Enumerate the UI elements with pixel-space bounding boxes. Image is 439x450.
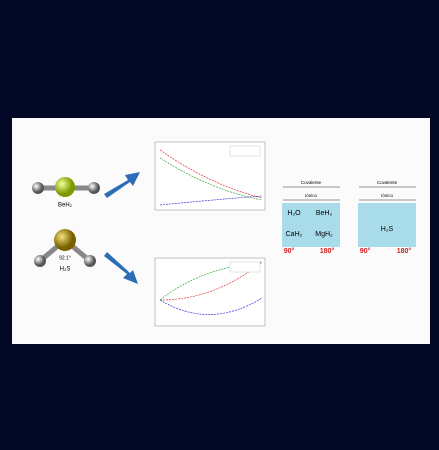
compound: CaH₂ (286, 231, 303, 238)
molecule-label: BeH₂ (58, 203, 73, 209)
angle-label: 180° (320, 247, 335, 255)
compound: MgH₂ (315, 231, 333, 238)
scale-label: Covalente (377, 180, 398, 185)
compound: BeH₂ (316, 210, 333, 217)
compound: H₂O (287, 210, 301, 217)
angle-label: 90° (284, 247, 295, 255)
angle-label: 90° (360, 247, 371, 255)
chart-thumbnail (155, 142, 265, 210)
chart-thumbnail (155, 258, 265, 326)
scale-label: Iónico (381, 193, 394, 198)
angle-label: 180° (397, 247, 412, 255)
graphical-abstract: BeH₂ 92.1° H₂S Covalente Iónico H₂O BeH₂… (0, 0, 439, 450)
page: BeH₂ 92.1° H₂S Covalente Iónico H₂O BeH₂… (0, 0, 439, 450)
angle-label: 92.1° (59, 255, 71, 261)
compound: H₂S (381, 226, 394, 233)
scale-label: Iónico (305, 193, 318, 198)
scale-label: Covalente (301, 180, 322, 185)
molecule-label: H₂S (60, 267, 71, 273)
